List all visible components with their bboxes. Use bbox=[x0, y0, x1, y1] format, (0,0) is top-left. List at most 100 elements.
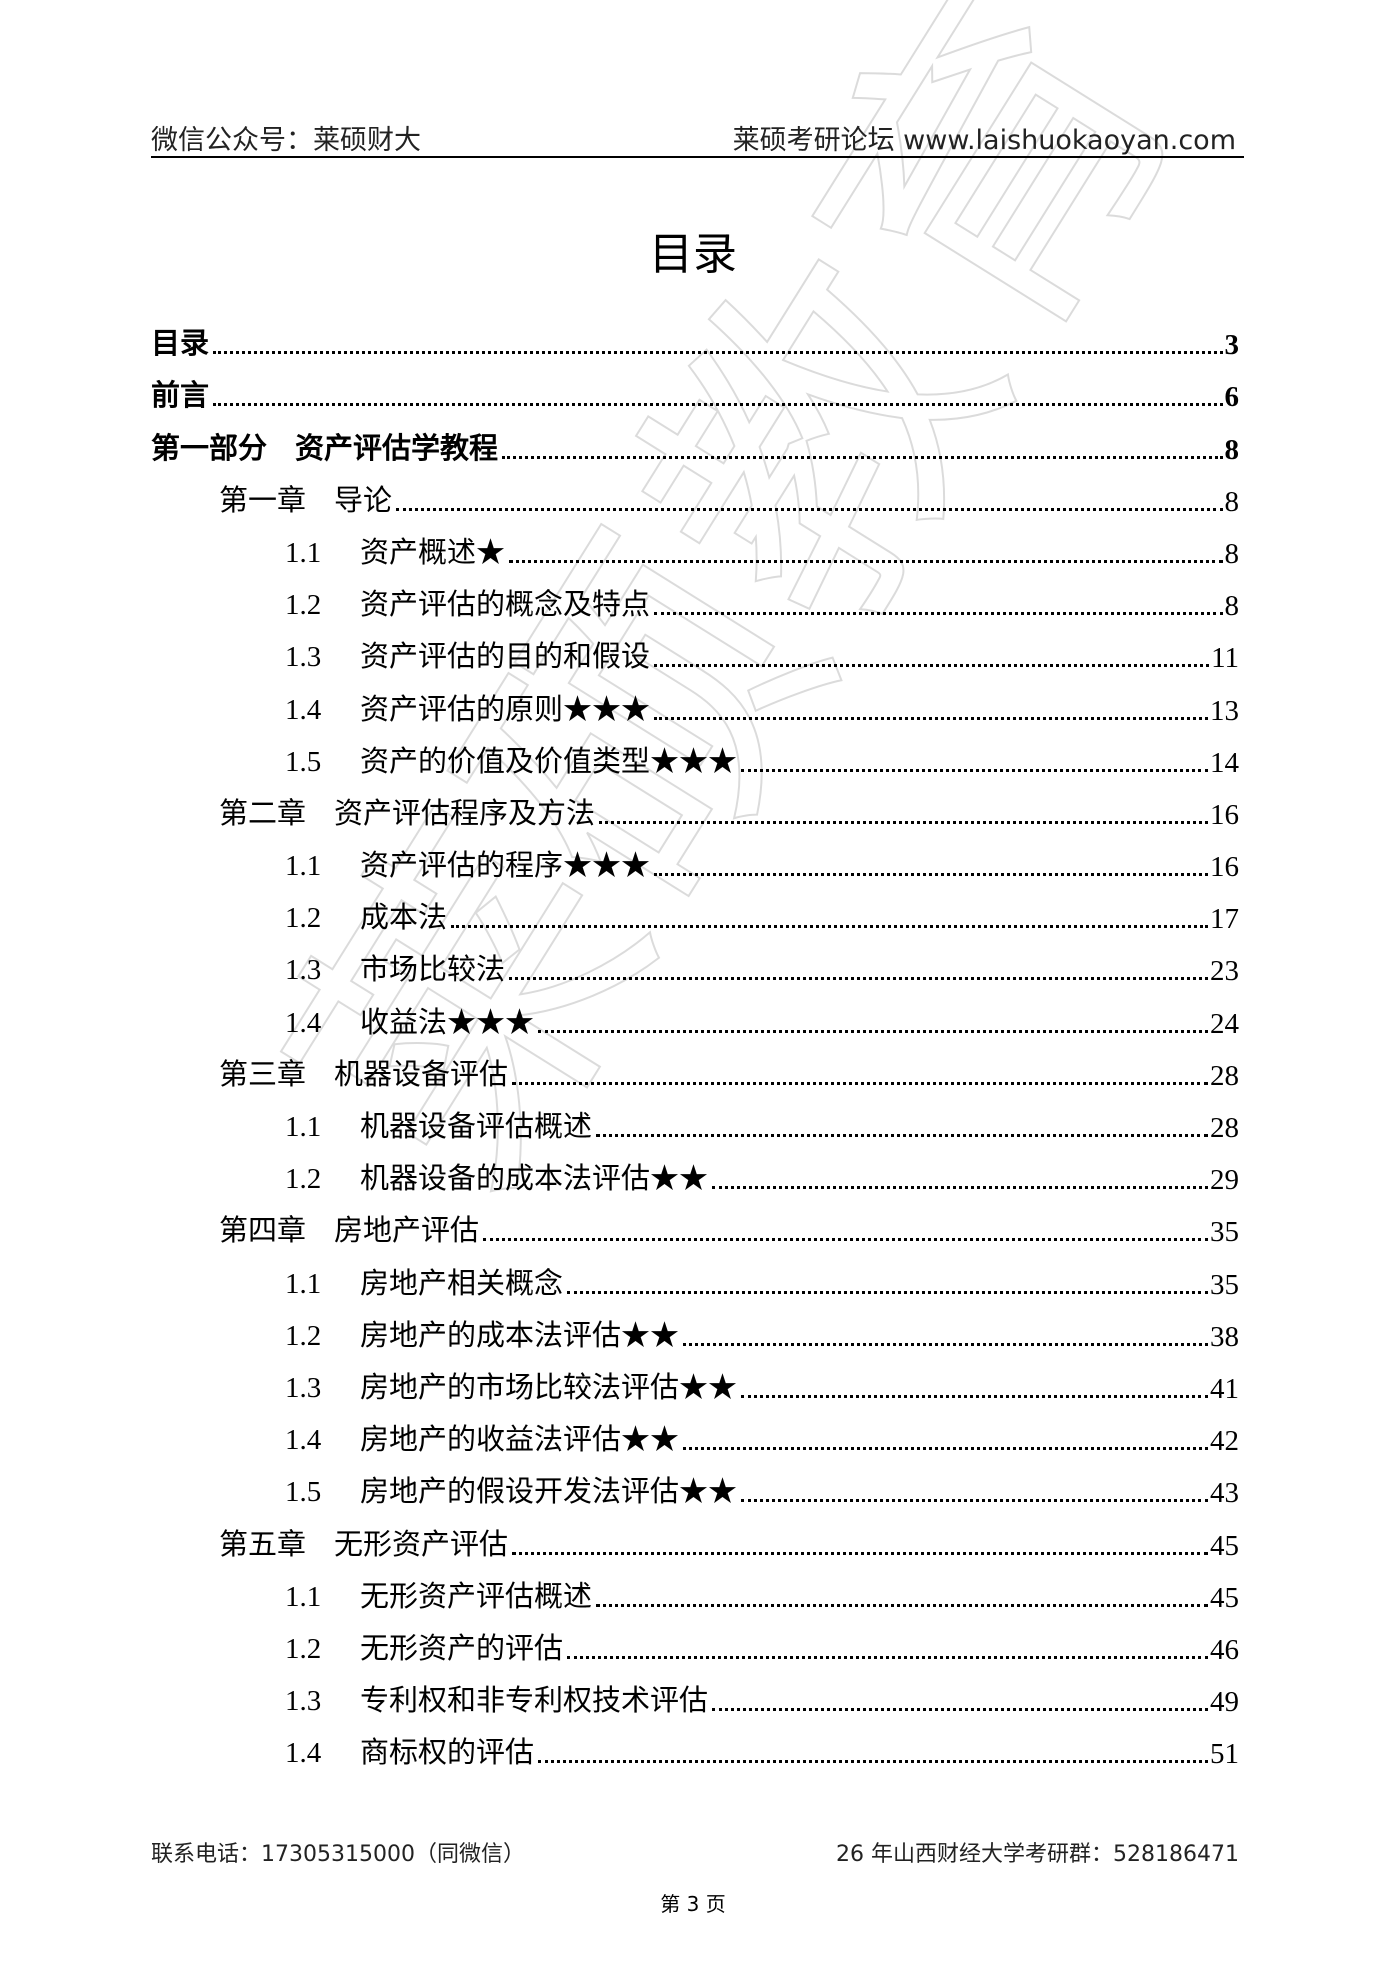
toc-entry[interactable]: 1.1 机器设备评估概述 28 bbox=[151, 1093, 1239, 1145]
toc-entry[interactable]: 第四章 房地产评估 35 bbox=[151, 1197, 1239, 1249]
toc-entry[interactable]: 1.1 资产概述★ 8 bbox=[151, 519, 1239, 571]
toc-entry[interactable]: 1.1 资产评估的程序★★★ 16 bbox=[151, 832, 1239, 884]
toc-entry-page: 41 bbox=[1210, 1372, 1239, 1405]
dot-leader bbox=[712, 1186, 1208, 1190]
dot-leader bbox=[683, 1447, 1208, 1451]
toc-entry-label: 资产评估的原则★★★ bbox=[360, 693, 651, 726]
toc-entry[interactable]: 1.4 房地产的收益法评估★★ 42 bbox=[151, 1406, 1239, 1458]
toc-entry[interactable]: 第一部分 资产评估学教程 8 bbox=[151, 414, 1239, 466]
dot-leader bbox=[654, 873, 1208, 877]
toc-entry[interactable]: 1.3 市场比较法 23 bbox=[151, 936, 1239, 988]
toc-entry[interactable]: 目录 3 bbox=[151, 310, 1239, 362]
toc-entry[interactable]: 第三章 机器设备评估 28 bbox=[151, 1041, 1239, 1093]
toc-entry-page: 8 bbox=[1224, 590, 1240, 623]
toc-entry[interactable]: 第二章 资产评估程序及方法 16 bbox=[151, 780, 1239, 832]
toc-entry-title: 第二章 资产评估程序及方法 bbox=[219, 790, 595, 832]
toc-entry-title: 1.1 资产评估的程序★★★ bbox=[285, 842, 650, 884]
dot-leader bbox=[483, 1238, 1208, 1242]
toc-entry-label: 机器设备评估 bbox=[334, 1058, 509, 1091]
toc-entry-page: 16 bbox=[1210, 851, 1239, 884]
toc-entry-number: 1.3 bbox=[285, 1685, 322, 1718]
toc-entry-number: 1.3 bbox=[285, 1371, 322, 1404]
toc-entry-title: 前言 bbox=[151, 372, 209, 414]
toc-entry-label: 资产的价值及价值类型★★★ bbox=[360, 745, 738, 778]
toc-entry[interactable]: 1.1 无形资产评估概述 45 bbox=[151, 1563, 1239, 1615]
toc-entry-page: 16 bbox=[1210, 798, 1239, 831]
toc-entry-page: 28 bbox=[1210, 1059, 1239, 1092]
toc-entry-page: 3 bbox=[1224, 329, 1240, 362]
toc-entry-number: 1.2 bbox=[285, 1319, 322, 1352]
toc-entry[interactable]: 1.2 机器设备的成本法评估★★ 29 bbox=[151, 1145, 1239, 1197]
toc-entry[interactable]: 1.4 商标权的评估 51 bbox=[151, 1719, 1239, 1771]
toc-entry-page: 28 bbox=[1210, 1112, 1239, 1144]
toc-entry[interactable]: 1.5 房地产的假设开发法评估★★ 43 bbox=[151, 1458, 1239, 1510]
toc-entry-title: 1.2 机器设备的成本法评估★★ bbox=[285, 1155, 708, 1197]
toc-entry-number: 1.3 bbox=[285, 641, 322, 674]
toc-entry-number: 1.1 bbox=[285, 1267, 322, 1300]
toc-entry[interactable]: 1.5 资产的价值及价值类型★★★ 14 bbox=[151, 728, 1239, 780]
toc-entry-number: 1.1 bbox=[285, 536, 322, 569]
dot-leader bbox=[599, 820, 1208, 824]
toc-entry-title: 1.4 房地产的收益法评估★★ bbox=[285, 1416, 679, 1458]
dot-leader bbox=[396, 507, 1223, 511]
toc-entry[interactable]: 1.3 专利权和非专利权技术评估 49 bbox=[151, 1667, 1239, 1719]
toc-entry-number: 1.5 bbox=[285, 1476, 322, 1509]
toc-entry[interactable]: 1.4 资产评估的原则★★★ 13 bbox=[151, 675, 1239, 727]
toc-entry-page: 13 bbox=[1210, 694, 1239, 727]
toc-entry-label: 商标权的评估 bbox=[360, 1737, 535, 1770]
toc-entry-number: 1.4 bbox=[285, 1424, 322, 1457]
dot-leader bbox=[596, 1134, 1208, 1137]
toc-entry-label: 资产评估的程序★★★ bbox=[360, 850, 651, 883]
toc-entry-label: 房地产的市场比较法评估★★ bbox=[360, 1371, 738, 1404]
toc-entry-label: 房地产评估 bbox=[334, 1215, 480, 1248]
table-of-contents: 目录 3 前言 6 第一部分 资产评估学教程 8 第一章 导论 8 1.1 资产概述★ 8 1.2 资产评估… bbox=[151, 310, 1239, 1771]
toc-entry-label: 无形资产的评估 bbox=[360, 1632, 564, 1665]
toc-entry[interactable]: 1.2 房地产的成本法评估★★ 38 bbox=[151, 1302, 1239, 1354]
page-number: 第 3 页 bbox=[660, 1892, 726, 1916]
header-wechat: 微信公众号：莱硕财大 bbox=[151, 125, 421, 156]
toc-entry-title: 1.4 商标权的评估 bbox=[285, 1729, 534, 1771]
toc-entry-title: 1.3 市场比较法 bbox=[285, 946, 505, 988]
toc-entry-chapter: 第二章 bbox=[219, 797, 307, 830]
toc-entry-label: 资产评估学教程 bbox=[295, 432, 499, 465]
toc-entry-page: 8 bbox=[1224, 433, 1240, 466]
footer-phone: 联系电话：17305315000（同微信） bbox=[151, 1842, 525, 1867]
toc-entry[interactable]: 1.1 房地产相关概念 35 bbox=[151, 1249, 1239, 1301]
toc-entry-title: 1.4 收益法★★★ bbox=[285, 999, 534, 1041]
toc-entry-label: 导论 bbox=[334, 484, 393, 517]
toc-entry-label: 房地产的收益法评估★★ bbox=[360, 1424, 680, 1457]
dot-leader bbox=[538, 1029, 1208, 1033]
toc-entry[interactable]: 1.3 房地产的市场比较法评估★★ 41 bbox=[151, 1354, 1239, 1406]
toc-entry[interactable]: 1.2 资产评估的概念及特点 8 bbox=[151, 571, 1239, 623]
toc-entry-number: 1.1 bbox=[285, 1580, 322, 1613]
toc-entry-page: 42 bbox=[1210, 1425, 1239, 1458]
toc-entry[interactable]: 1.3 资产评估的目的和假设 11 bbox=[151, 623, 1239, 675]
toc-entry-page: 35 bbox=[1210, 1268, 1239, 1301]
toc-entry[interactable]: 1.2 成本法 17 bbox=[151, 884, 1239, 936]
toc-entry[interactable]: 1.4 收益法★★★ 24 bbox=[151, 988, 1239, 1040]
dot-leader bbox=[538, 1760, 1208, 1764]
toc-entry-label: 房地产相关概念 bbox=[360, 1267, 564, 1300]
toc-entry-label: 资产评估的概念及特点 bbox=[360, 589, 651, 622]
toc-entry-number: 1.4 bbox=[285, 693, 322, 726]
toc-entry-page: 49 bbox=[1210, 1686, 1239, 1719]
toc-entry[interactable]: 第一章 导论 8 bbox=[151, 467, 1239, 519]
toc-entry-title: 1.2 无形资产的评估 bbox=[285, 1625, 563, 1667]
toc-entry[interactable]: 1.2 无形资产的评估 46 bbox=[151, 1615, 1239, 1667]
toc-entry-title: 1.1 无形资产评估概述 bbox=[285, 1573, 592, 1615]
toc-entry-label: 前言 bbox=[151, 380, 210, 413]
toc-entry-number: 1.2 bbox=[285, 589, 322, 622]
toc-entry[interactable]: 前言 6 bbox=[151, 362, 1239, 414]
toc-entry-label: 收益法★★★ bbox=[360, 1006, 535, 1039]
toc-entry-title: 1.3 资产评估的目的和假设 bbox=[285, 633, 650, 675]
toc-entry-title: 1.1 资产概述★ bbox=[285, 529, 505, 571]
toc-entry-label: 房地产的成本法评估★★ bbox=[360, 1319, 680, 1352]
dot-leader bbox=[502, 455, 1223, 459]
dot-leader bbox=[654, 664, 1210, 668]
dot-leader bbox=[213, 403, 1223, 407]
toc-entry[interactable]: 第五章 无形资产评估 45 bbox=[151, 1510, 1239, 1562]
toc-entry-title: 第一章 导论 bbox=[219, 477, 392, 519]
toc-entry-label: 专利权和非专利权技术评估 bbox=[360, 1685, 709, 1718]
toc-entry-title: 1.3 专利权和非专利权技术评估 bbox=[285, 1677, 708, 1719]
toc-entry-chapter: 第一章 bbox=[219, 484, 307, 517]
